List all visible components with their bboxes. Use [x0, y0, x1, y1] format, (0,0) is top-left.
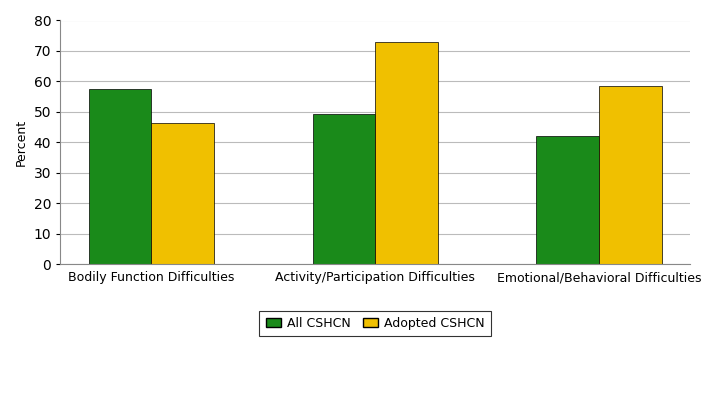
Bar — [537, 136, 599, 265]
Legend: All CSHCN, Adopted CSHCN: All CSHCN, Adopted CSHCN — [259, 311, 492, 336]
Bar — [599, 86, 661, 265]
Bar — [375, 42, 438, 265]
Y-axis label: Percent: Percent — [15, 119, 28, 166]
Bar — [89, 89, 152, 265]
Bar — [313, 114, 375, 265]
Bar — [152, 122, 214, 265]
